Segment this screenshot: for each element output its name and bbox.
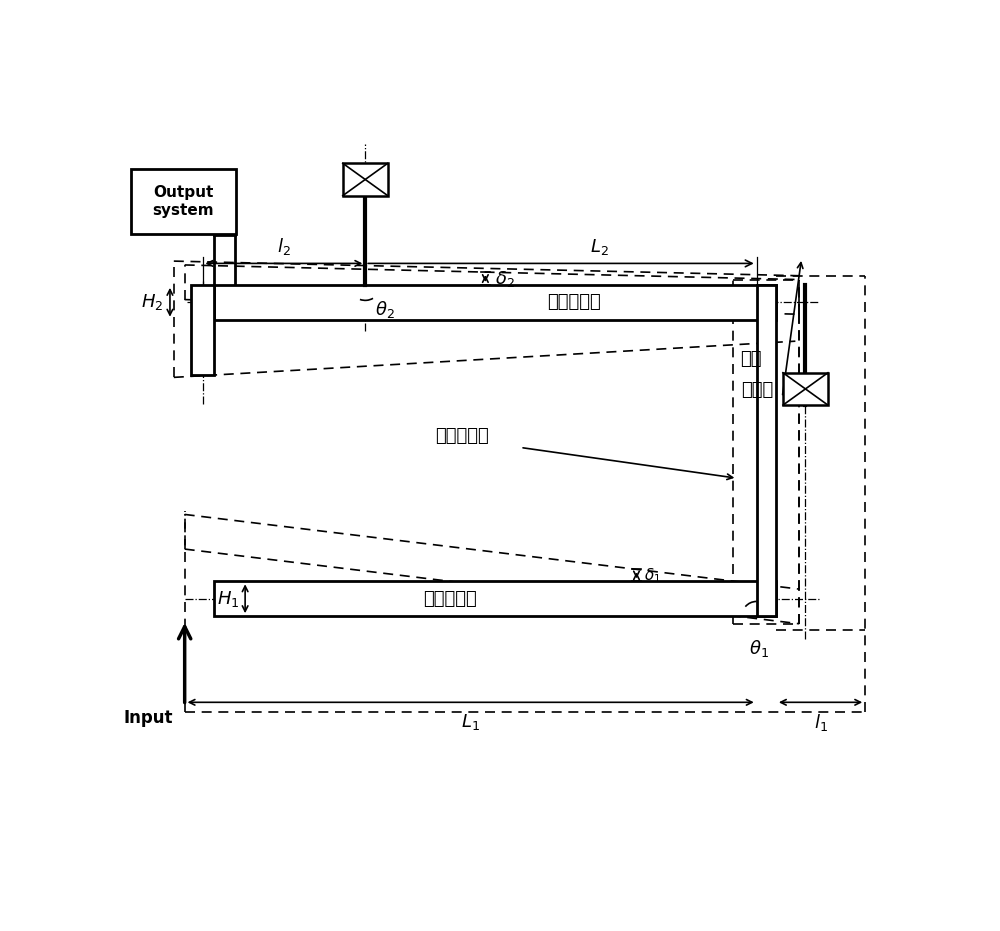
Text: $\delta_2$: $\delta_2$ — [495, 268, 514, 289]
Text: 支撑梁: 支撑梁 — [741, 381, 774, 398]
Bar — [757, 285, 776, 616]
Text: $\delta_1$: $\delta_1$ — [644, 566, 661, 585]
Text: 杠杆连接梁: 杠杆连接梁 — [435, 427, 489, 445]
Text: $L_2$: $L_2$ — [590, 237, 609, 257]
Text: $\theta_2$: $\theta_2$ — [375, 299, 394, 320]
Text: $H_2$: $H_2$ — [141, 292, 164, 312]
Text: $l_1$: $l_1$ — [814, 712, 828, 734]
Text: 第一级杠杆: 第一级杠杆 — [424, 589, 477, 608]
Bar — [783, 372, 828, 405]
Bar — [214, 285, 776, 319]
Bar — [214, 582, 776, 616]
Text: Input: Input — [124, 709, 173, 727]
Bar — [191, 285, 214, 375]
Text: $l_2$: $l_2$ — [277, 236, 291, 257]
Bar — [343, 163, 388, 196]
Text: Output
system: Output system — [153, 185, 214, 218]
Text: 第二级杠杆: 第二级杠杆 — [548, 293, 601, 311]
Text: 锁点: 锁点 — [740, 350, 762, 368]
Text: $\theta_1$: $\theta_1$ — [749, 638, 769, 658]
Bar — [131, 169, 236, 235]
Text: $H_1$: $H_1$ — [217, 588, 239, 609]
Text: $L_1$: $L_1$ — [461, 712, 480, 733]
